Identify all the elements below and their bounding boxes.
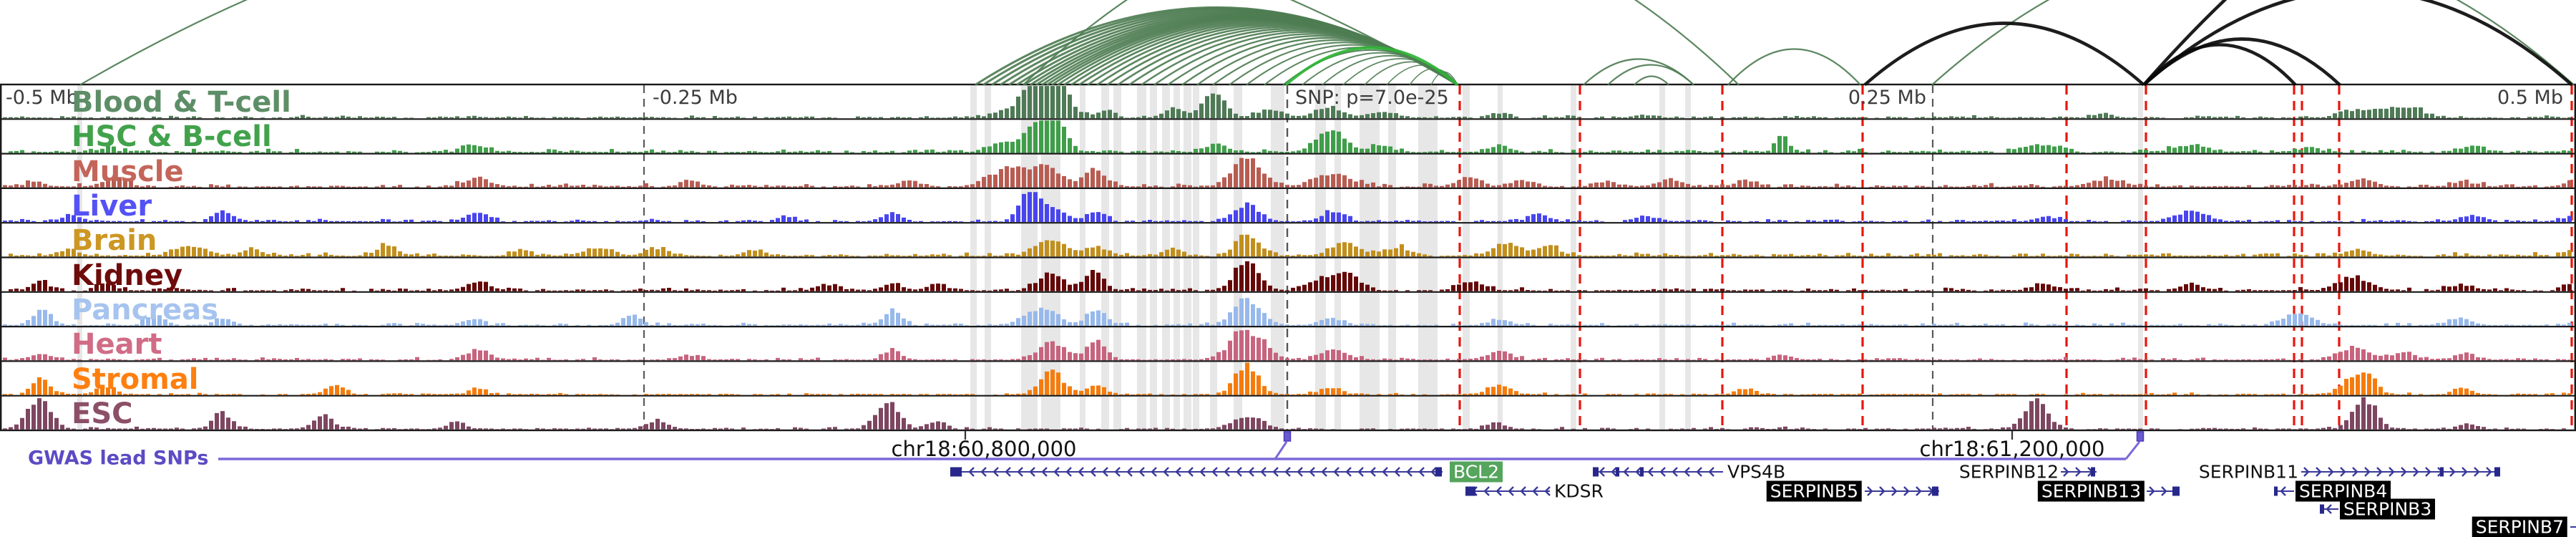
- track-label-blood-t-cell: Blood & T-cell: [72, 86, 291, 120]
- track-label-pancreas: Pancreas: [72, 293, 219, 326]
- gene-label-serpinb5: SERPINB5: [1766, 480, 1862, 502]
- track-label-kidney: Kidney: [72, 258, 183, 292]
- gwas-lead-snps-label: GWAS lead SNPs: [28, 447, 209, 470]
- gene-label-serpinb4: SERPINB4: [2296, 480, 2391, 502]
- track-label-brain: Brain: [72, 224, 157, 258]
- gene-label-serpinb12: SERPINB12: [1958, 461, 2059, 483]
- track-label-hsc-b-cell: HSC & B-cell: [72, 120, 272, 154]
- gene-label-kdsr: KDSR: [1554, 480, 1604, 502]
- axis-label-0.25mb: 0.25 Mb: [1848, 87, 1926, 109]
- track-label-esc: ESC: [72, 397, 133, 430]
- gene-label-vps4b: VPS4B: [1727, 461, 1786, 483]
- coordinate-label-chr18-61200000: chr18:61,200,000: [1919, 437, 2105, 461]
- track-label-muscle: Muscle: [72, 155, 184, 188]
- gene-label-serpinb11: SERPINB11: [2198, 461, 2298, 483]
- axis-label-0.5mb: 0.5 Mb: [2497, 87, 2563, 109]
- coordinate-label-chr18-60800000: chr18:60,800,000: [891, 437, 1077, 461]
- track-label-heart: Heart: [72, 328, 162, 362]
- axis-label-minus-0.25mb: -0.25 Mb: [653, 87, 738, 109]
- axis-label-minus-0.5mb: -0.5 Mb: [6, 87, 79, 109]
- gene-label-serpinb3: SERPINB3: [2340, 498, 2436, 520]
- track-label-stromal: Stromal: [72, 362, 199, 396]
- snp-pvalue-label: SNP: p=7.0e-25: [1295, 87, 1449, 109]
- gene-label-serpinb13: SERPINB13: [2037, 480, 2145, 502]
- gene-label-bcl2: BCL2: [1450, 461, 1503, 483]
- gene-label-serpinb7: SERPINB7: [2472, 516, 2567, 537]
- track-label-liver: Liver: [72, 190, 152, 223]
